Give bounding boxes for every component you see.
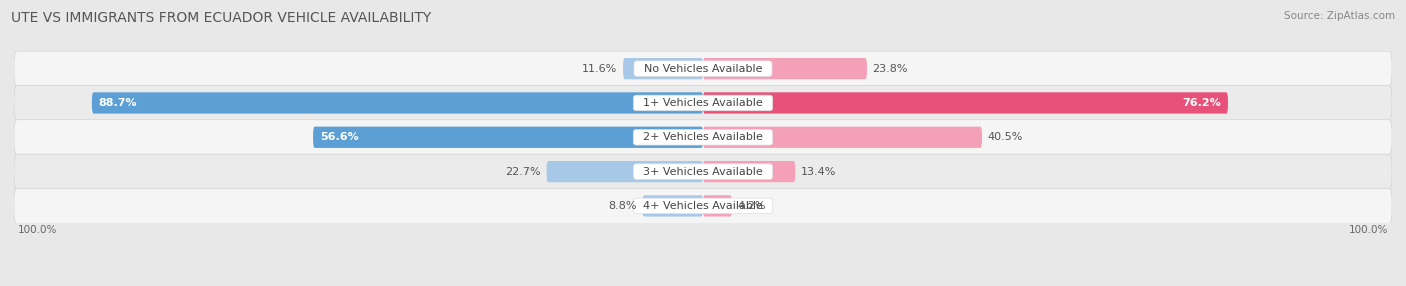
Text: 1+ Vehicles Available: 1+ Vehicles Available	[636, 98, 770, 108]
FancyBboxPatch shape	[703, 161, 796, 182]
Text: 100.0%: 100.0%	[17, 225, 56, 235]
Text: 13.4%: 13.4%	[801, 167, 837, 176]
Text: 4+ Vehicles Available: 4+ Vehicles Available	[636, 201, 770, 211]
FancyBboxPatch shape	[14, 86, 1392, 120]
Text: 3+ Vehicles Available: 3+ Vehicles Available	[636, 167, 770, 176]
Text: 2+ Vehicles Available: 2+ Vehicles Available	[636, 132, 770, 142]
Text: 8.8%: 8.8%	[609, 201, 637, 211]
FancyBboxPatch shape	[314, 127, 703, 148]
FancyBboxPatch shape	[14, 188, 1392, 223]
FancyBboxPatch shape	[14, 51, 1392, 86]
Text: 100.0%: 100.0%	[1350, 225, 1389, 235]
FancyBboxPatch shape	[14, 154, 1392, 189]
Text: UTE VS IMMIGRANTS FROM ECUADOR VEHICLE AVAILABILITY: UTE VS IMMIGRANTS FROM ECUADOR VEHICLE A…	[11, 11, 432, 25]
FancyBboxPatch shape	[91, 92, 703, 114]
FancyBboxPatch shape	[623, 58, 703, 79]
Text: 23.8%: 23.8%	[873, 64, 908, 74]
FancyBboxPatch shape	[547, 161, 703, 182]
FancyBboxPatch shape	[703, 195, 733, 217]
Text: 40.5%: 40.5%	[987, 132, 1024, 142]
Text: 22.7%: 22.7%	[506, 167, 541, 176]
Text: 56.6%: 56.6%	[321, 132, 359, 142]
Text: 88.7%: 88.7%	[98, 98, 138, 108]
Text: 11.6%: 11.6%	[582, 64, 617, 74]
Text: 76.2%: 76.2%	[1182, 98, 1220, 108]
FancyBboxPatch shape	[703, 58, 868, 79]
FancyBboxPatch shape	[14, 120, 1392, 155]
FancyBboxPatch shape	[703, 92, 1227, 114]
Text: No Vehicles Available: No Vehicles Available	[637, 64, 769, 74]
Text: 4.2%: 4.2%	[738, 201, 766, 211]
Text: Source: ZipAtlas.com: Source: ZipAtlas.com	[1284, 11, 1395, 21]
FancyBboxPatch shape	[703, 127, 981, 148]
FancyBboxPatch shape	[643, 195, 703, 217]
